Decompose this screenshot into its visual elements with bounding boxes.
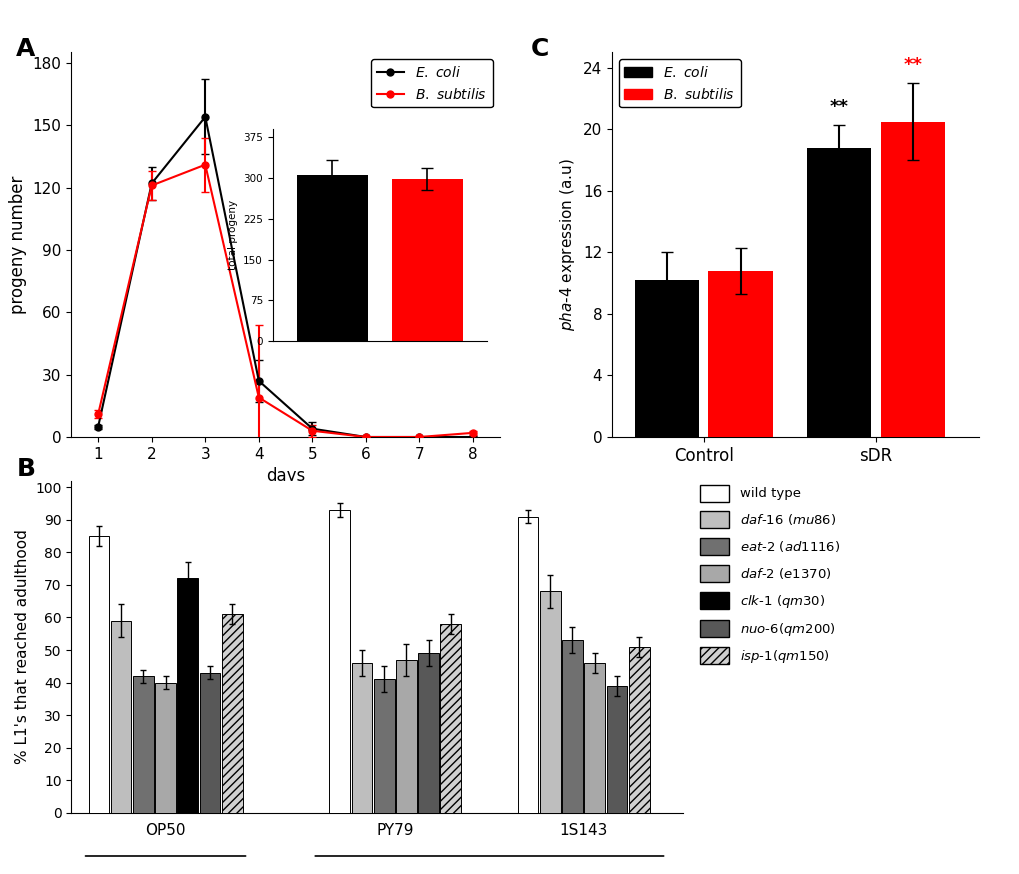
Bar [806,148,870,437]
Text: **: ** [902,56,921,74]
Legend: $\it{E.}$ $\it{coli}$, $\it{B.}$ $\it{subtilis}$: $\it{E.}$ $\it{coli}$, $\it{B.}$ $\it{su… [371,59,492,108]
Text: B: B [16,457,36,482]
X-axis label: days: days [266,468,305,485]
Y-axis label: progeny number: progeny number [9,176,28,314]
Bar [132,676,154,813]
Text: C: C [531,37,549,61]
Bar [177,579,198,813]
Bar [200,673,220,813]
Bar [440,624,461,813]
Bar [373,679,394,813]
Bar [707,271,772,437]
Bar [352,663,372,813]
Bar [418,653,438,813]
Bar [606,686,627,813]
Bar [155,683,175,813]
Legend: $\it{E.}$ $\it{coli}$, $\it{B.}$ $\it{subtilis}$: $\it{E.}$ $\it{coli}$, $\it{B.}$ $\it{su… [619,59,740,108]
Text: A: A [15,37,35,61]
Text: **: ** [828,98,848,115]
Y-axis label: % L1's that reached adulthood: % L1's that reached adulthood [14,530,30,764]
Bar [222,614,243,813]
Bar [395,660,417,813]
Bar [89,536,109,813]
Bar [584,663,604,813]
Legend: wild type, $\it{daf}$-$\it{16}$ ($\it{mu86}$), $\it{eat}$-$\it{2}$ ($\it{ad1116}: wild type, $\it{daf}$-$\it{16}$ ($\it{mu… [695,481,843,669]
Bar [518,517,538,813]
Y-axis label: $\it{pha}$-$\it{4}$ expression (a.u): $\it{pha}$-$\it{4}$ expression (a.u) [557,158,577,331]
Bar [329,510,350,813]
Bar [561,641,582,813]
Bar [628,647,649,813]
Bar [539,592,560,813]
Bar [111,621,131,813]
Bar [634,280,699,437]
Bar [879,121,944,437]
